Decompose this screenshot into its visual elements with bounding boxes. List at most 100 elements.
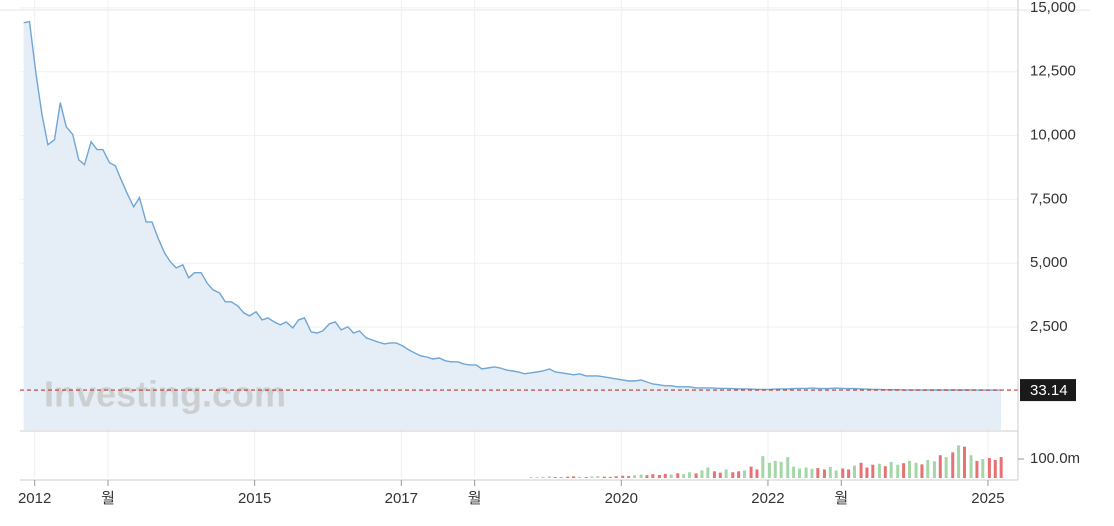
volume-bar: [731, 472, 735, 478]
volume-bar: [877, 463, 881, 478]
volume-bar: [687, 472, 691, 478]
volume-bar: [602, 476, 606, 478]
volume-bar: [871, 464, 875, 478]
volume-bar: [981, 458, 985, 478]
volume-bar: [535, 477, 539, 478]
volume-bar: [938, 455, 942, 478]
volume-bar: [920, 464, 924, 478]
y-tick-label: 12,500: [1030, 63, 1076, 80]
volume-bar: [969, 455, 973, 478]
volume-bar: [608, 476, 612, 478]
volume-bar: [834, 470, 838, 478]
x-tick-label: 월: [468, 490, 482, 507]
volume-bar: [627, 476, 631, 478]
volume-bar: [859, 462, 863, 478]
volume-bar: [547, 476, 551, 478]
volume-bar: [957, 445, 961, 478]
volume-bar: [944, 457, 948, 478]
x-tick-label: 월: [834, 490, 848, 507]
volume-bar: [828, 466, 832, 478]
y-tick-label: 10,000: [1030, 127, 1076, 144]
volume-bar: [755, 469, 759, 478]
volume-bar: [621, 475, 625, 478]
volume-bar: [541, 476, 545, 478]
volume-bar: [614, 476, 618, 478]
volume-bar: [822, 469, 826, 478]
volume-bar: [651, 474, 655, 478]
volume-bar: [951, 452, 955, 478]
volume-bar: [786, 457, 790, 478]
volume-bar: [694, 473, 698, 478]
plot: [23, 20, 1003, 478]
volume-bar: [883, 466, 887, 478]
volume-bar: [682, 474, 686, 478]
volume-bar: [932, 461, 936, 478]
x-tick-label: 2012: [18, 490, 51, 507]
volume-bar: [804, 467, 808, 478]
volume-bar: [926, 459, 930, 478]
volume-bar: [706, 467, 710, 478]
x-tick-label: 월: [101, 490, 115, 507]
volume-bar: [657, 474, 661, 478]
volume-bar: [553, 477, 557, 478]
last-price-label: 33.14: [1030, 382, 1068, 399]
volume-bar: [896, 464, 900, 478]
volume-bar: [987, 458, 991, 478]
y-tick-label: 100.0m: [1030, 450, 1080, 467]
volume-bar: [676, 473, 680, 478]
volume-bar: [773, 460, 777, 478]
volume-bar: [749, 466, 753, 478]
volume-bar: [645, 475, 649, 478]
volume-bar: [700, 470, 704, 478]
volume-bar: [632, 475, 636, 478]
volume-bar: [639, 474, 643, 478]
volume-bar: [816, 468, 820, 478]
volume-bar: [792, 466, 796, 478]
x-tick-label: 2020: [605, 490, 638, 507]
volume-bar: [797, 468, 801, 478]
x-tick-label: 2015: [238, 490, 271, 507]
volume-bar: [852, 465, 856, 478]
volume-bar: [577, 476, 581, 478]
volume-bar: [810, 468, 814, 478]
volume-bar: [712, 471, 716, 478]
x-tick-label: 2022: [751, 490, 784, 507]
volume-bar: [737, 471, 741, 478]
y-tick-label: 15,000: [1030, 0, 1076, 16]
volume-bar: [962, 446, 966, 478]
volume-bar: [841, 468, 845, 478]
volume-bar: [584, 477, 588, 478]
y-tick-label: 5,000: [1030, 254, 1068, 271]
volume-bar: [865, 467, 869, 478]
volume-bar: [761, 456, 765, 478]
y-tick-label: 2,500: [1030, 318, 1068, 335]
watermark: Investing.com: [44, 374, 286, 415]
x-tick-label: 2017: [385, 490, 418, 507]
volume-bar: [529, 477, 533, 478]
volume-bar: [767, 462, 771, 478]
volume-bar: [724, 469, 728, 478]
volume-bar: [742, 470, 746, 478]
volume-bar: [779, 461, 783, 478]
x-tick-label: 2025: [971, 490, 1004, 507]
volume-bar: [559, 477, 563, 478]
line: [23, 20, 1002, 391]
y-tick-label: 7,500: [1030, 190, 1068, 207]
volume-bar: [566, 476, 570, 478]
volume-bar: [907, 460, 911, 478]
volume-bar: [993, 459, 997, 478]
volume-bar: [718, 472, 722, 478]
volume-bar: [914, 462, 918, 478]
volume-bar: [663, 473, 667, 478]
axes: 2,500 5,000 7,500 10,000 12,500 15,000 100.0m 2…: [18, 0, 1080, 507]
volume-bar: [975, 460, 979, 478]
volume-bar: [590, 476, 594, 478]
volume-bar: [889, 461, 893, 478]
last-price-box: [1020, 379, 1076, 402]
area: [23, 21, 1002, 430]
volume-bar: [596, 476, 600, 478]
volume-bar: [572, 476, 576, 478]
volume-bar: [999, 457, 1003, 478]
volume-bar: [669, 474, 673, 478]
